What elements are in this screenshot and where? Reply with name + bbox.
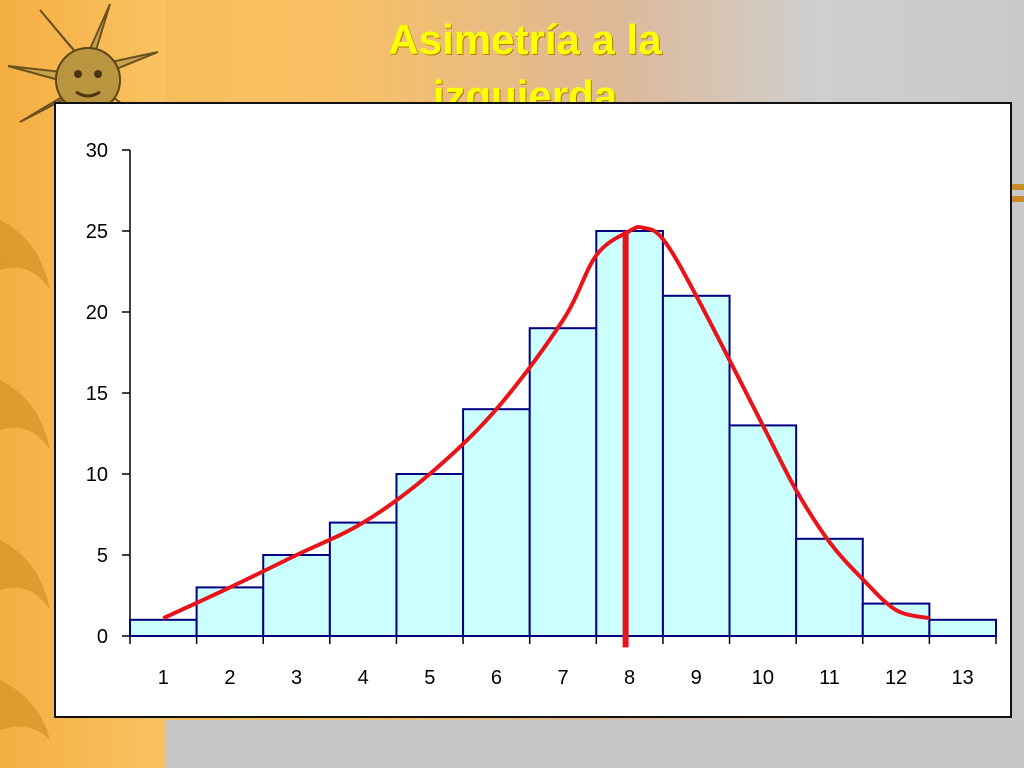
y-tick-label: 15 bbox=[86, 383, 108, 405]
histogram-bar bbox=[795, 537, 864, 637]
density-curve bbox=[162, 224, 930, 621]
x-tick-label: 1 bbox=[158, 667, 169, 689]
x-tick-label: 3 bbox=[291, 667, 302, 689]
y-tick-label: 0 bbox=[97, 626, 108, 648]
bottom-band bbox=[165, 720, 1024, 768]
bars bbox=[129, 230, 998, 638]
histogram-bar bbox=[395, 473, 465, 637]
x-tick-label: 12 bbox=[885, 667, 907, 689]
x-tick-label: 10 bbox=[752, 667, 774, 689]
x-tick-label: 4 bbox=[358, 667, 369, 689]
histogram-bar bbox=[661, 294, 731, 638]
right-decor-marks bbox=[1010, 184, 1024, 202]
y-tick-label: 5 bbox=[97, 545, 108, 567]
histogram-bar bbox=[195, 586, 265, 637]
x-tick-label: 11 bbox=[819, 667, 840, 689]
histogram-bar bbox=[262, 554, 331, 637]
histogram-bar bbox=[462, 408, 531, 638]
y-tick-label: 10 bbox=[86, 464, 108, 486]
x-axis: 1 2 3 4 5 6 7 8 9 10 11 12 13 bbox=[129, 635, 997, 689]
x-tick-label: 2 bbox=[224, 667, 235, 689]
histogram-bar bbox=[129, 618, 198, 637]
y-tick-label: 20 bbox=[86, 302, 108, 324]
histogram-bar bbox=[595, 230, 664, 637]
x-tick-label: 6 bbox=[491, 667, 502, 689]
histogram-bar bbox=[928, 618, 998, 637]
x-tick-label: 13 bbox=[952, 667, 974, 689]
curve-layer bbox=[162, 224, 930, 648]
y-axis: 0 5 10 15 20 25 30 bbox=[86, 140, 131, 648]
histogram-bar bbox=[528, 327, 598, 637]
y-tick-label: 25 bbox=[86, 221, 108, 243]
x-tick-label: 9 bbox=[691, 667, 702, 689]
histogram-bar bbox=[328, 521, 398, 638]
flame-decoration-icon bbox=[0, 220, 50, 740]
chart-frame: 0 5 10 15 20 25 30 1 2 3 4 5 6 7 8 9 10 11 12 13 bbox=[54, 102, 1012, 718]
x-tick-label: 7 bbox=[557, 667, 568, 689]
y-tick-label: 30 bbox=[86, 140, 108, 162]
x-tick-label: 5 bbox=[424, 667, 435, 689]
histogram-bar bbox=[728, 424, 798, 637]
x-tick-label: 8 bbox=[624, 667, 635, 689]
